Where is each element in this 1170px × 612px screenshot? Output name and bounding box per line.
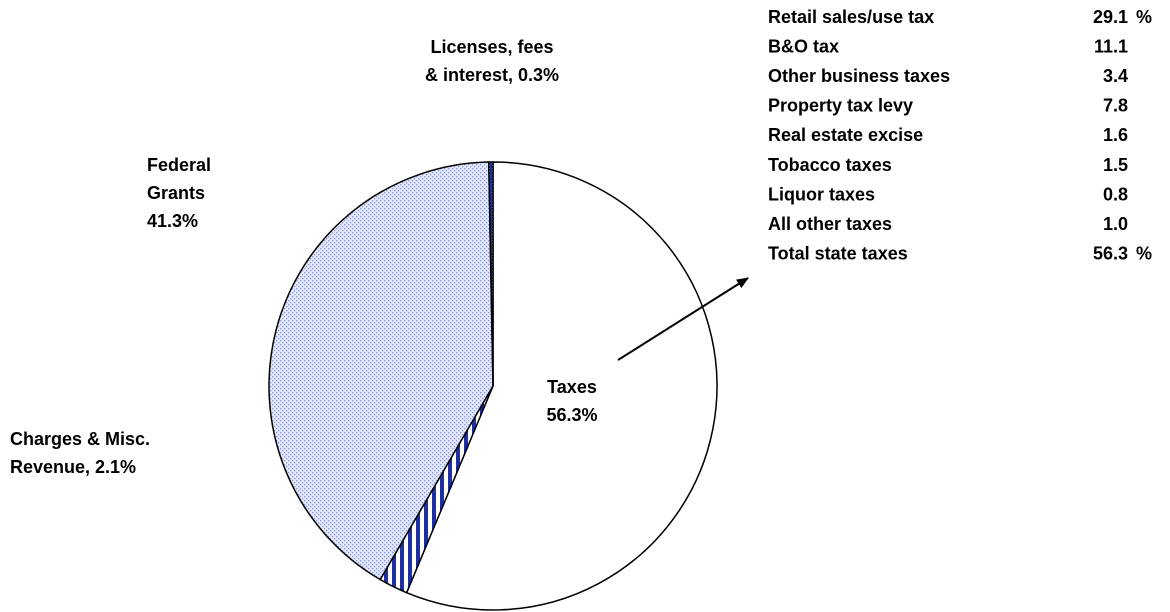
tax-table: Retail sales/use tax 29.1 % B&O tax 11.1 Othe… [768, 7, 1152, 264]
slice-label: Charges & Misc. [10, 429, 150, 449]
slice-label: 56.3% [546, 405, 597, 425]
row-label: All other taxes [768, 214, 892, 234]
slice-label: Licenses, fees [430, 37, 553, 57]
row-value: 11.1 [1094, 36, 1128, 56]
pie-slice [268, 161, 494, 581]
slice-label: Taxes [547, 377, 597, 397]
pie [268, 161, 718, 611]
row-value: 1.5 [1103, 155, 1128, 175]
row-value: 56.3 [1093, 244, 1128, 264]
row-label: B&O tax [768, 36, 839, 56]
pie-slice [405, 161, 718, 611]
row-label: Real estate excise [768, 125, 923, 145]
row-label: Retail sales/use tax [768, 7, 934, 27]
row-label: Property tax levy [768, 96, 913, 116]
row-value: 1.0 [1103, 214, 1128, 234]
row-value: 0.8 [1103, 184, 1128, 204]
row-label: Liquor taxes [768, 184, 875, 204]
slice-labels: Taxes 56.3% Charges & Misc. Revenue, 2.1% Fe… [10, 37, 598, 477]
row-unit: % [1136, 7, 1152, 27]
slice-label: Grants [147, 183, 205, 203]
pie-slice [488, 161, 494, 387]
row-unit: % [1136, 244, 1152, 264]
slice-label: Revenue, 2.1% [10, 457, 136, 477]
row-value: 7.8 [1103, 96, 1128, 116]
row-label: Total state taxes [768, 244, 908, 264]
row-value: 1.6 [1103, 125, 1128, 145]
row-label: Other business taxes [768, 66, 950, 86]
slice-label: Federal [147, 155, 211, 175]
row-value: 29.1 [1093, 7, 1128, 27]
slice-label: 41.3% [147, 211, 198, 231]
row-label: Tobacco taxes [768, 155, 892, 175]
row-value: 3.4 [1103, 66, 1128, 86]
callout-arrow [617, 277, 749, 361]
slice-label: & interest, 0.3% [425, 65, 559, 85]
